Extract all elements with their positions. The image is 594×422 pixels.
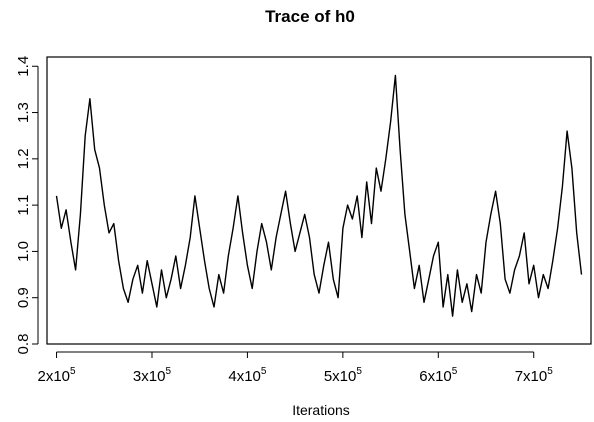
y-tick-label: 1.3 [15, 102, 32, 123]
x-tick-label: 7x105 [515, 366, 554, 385]
y-tick-label: 1.2 [15, 148, 32, 169]
trace-line [55, 74, 583, 317]
x-axis: 2x105 3x105 4x105 5x105 6x105 7x105 [37, 351, 554, 385]
x-tick-label: 2x105 [37, 366, 76, 385]
x-axis-label: Iterations [292, 402, 350, 418]
x-tick-mantissa: 4x10 [228, 368, 261, 385]
series-layer [55, 74, 583, 317]
y-tick-label: 0.8 [15, 334, 32, 355]
x-tick-exponent: 5 [547, 366, 553, 377]
chart-title: Trace of h0 [265, 7, 355, 26]
x-tick-exponent: 5 [165, 366, 171, 377]
x-tick-label: 6x105 [419, 366, 458, 385]
x-tick-mantissa: 3x10 [133, 368, 166, 385]
x-tick-exponent: 5 [356, 366, 362, 377]
y-tick-label: 0.9 [15, 287, 32, 308]
x-tick-mantissa: 6x10 [419, 368, 452, 385]
x-tick-mantissa: 2x10 [37, 368, 70, 385]
x-tick-label: 4x105 [228, 366, 267, 385]
x-tick-exponent: 5 [70, 366, 76, 377]
y-axis: 0.8 0.9 1.0 1.1 1.2 1.3 1.4 [15, 56, 39, 355]
x-tick-exponent: 5 [261, 366, 267, 377]
plot-frame [46, 56, 592, 345]
x-tick-mantissa: 7x10 [515, 368, 548, 385]
x-tick-label: 5x105 [324, 366, 363, 385]
x-tick-mantissa: 5x10 [324, 368, 357, 385]
y-tick-label: 1.0 [15, 241, 32, 262]
y-tick-label: 1.4 [15, 56, 32, 77]
x-tick-exponent: 5 [452, 366, 458, 377]
y-tick-label: 1.1 [15, 195, 32, 216]
x-tick-label: 3x105 [133, 366, 172, 385]
